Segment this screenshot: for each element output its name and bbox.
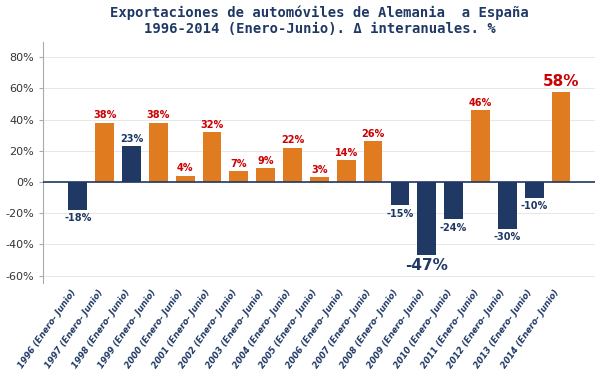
Text: 7%: 7% bbox=[231, 159, 247, 169]
Bar bbox=[256, 168, 275, 182]
Bar bbox=[417, 182, 436, 255]
Bar bbox=[444, 182, 463, 220]
Text: -30%: -30% bbox=[493, 232, 521, 242]
Bar bbox=[391, 182, 409, 205]
Text: 26%: 26% bbox=[361, 129, 385, 139]
Bar bbox=[175, 176, 195, 182]
Bar bbox=[310, 177, 329, 182]
Text: 38%: 38% bbox=[147, 111, 170, 120]
Text: 22%: 22% bbox=[281, 135, 304, 146]
Bar bbox=[122, 146, 141, 182]
Text: -15%: -15% bbox=[386, 209, 413, 218]
Text: -24%: -24% bbox=[440, 223, 467, 233]
Text: 14%: 14% bbox=[335, 148, 358, 158]
Text: 32%: 32% bbox=[200, 120, 224, 130]
Bar bbox=[337, 160, 356, 182]
Text: -10%: -10% bbox=[520, 201, 548, 211]
Text: 9%: 9% bbox=[257, 156, 274, 165]
Text: 38%: 38% bbox=[93, 111, 117, 120]
Text: 4%: 4% bbox=[177, 164, 194, 173]
Bar bbox=[230, 171, 248, 182]
Text: -18%: -18% bbox=[64, 213, 91, 223]
Bar bbox=[364, 141, 382, 182]
Text: 46%: 46% bbox=[469, 98, 492, 108]
Bar bbox=[498, 182, 517, 229]
Text: 58%: 58% bbox=[543, 74, 579, 89]
Bar bbox=[525, 182, 543, 198]
Text: 3%: 3% bbox=[311, 165, 328, 175]
Text: -47%: -47% bbox=[405, 258, 448, 273]
Title: Exportaciones de automóviles de Alemania  a España
1996-2014 (Enero-Junio). Δ in: Exportaciones de automóviles de Alemania… bbox=[110, 6, 529, 36]
Bar bbox=[149, 123, 168, 182]
Bar bbox=[471, 110, 490, 182]
Bar bbox=[203, 132, 221, 182]
Bar bbox=[283, 148, 302, 182]
Bar bbox=[69, 182, 87, 210]
Bar bbox=[552, 91, 570, 182]
Text: 23%: 23% bbox=[120, 134, 143, 144]
Bar bbox=[96, 123, 114, 182]
